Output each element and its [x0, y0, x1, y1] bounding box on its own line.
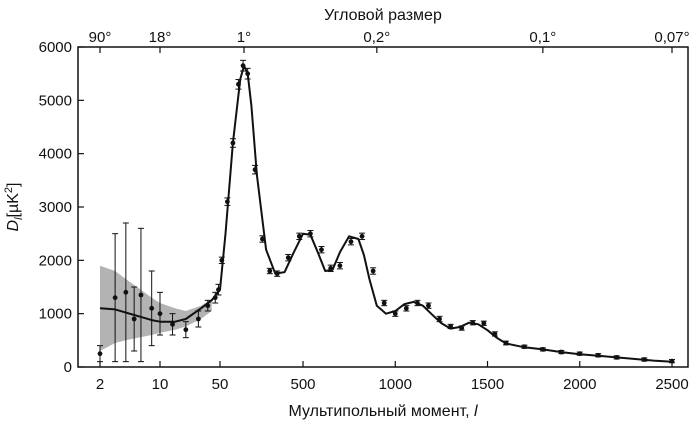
data-point: [558, 349, 564, 355]
y-tick-label: 4000: [39, 146, 72, 163]
top-axis-ticks: 90° 18° 1° 0,2° 0,1° 0,07°: [89, 29, 690, 53]
data-point: [252, 167, 258, 173]
x-tick-label: 1500: [471, 376, 504, 393]
data-point: [448, 324, 454, 329]
y-tick-label: 5000: [39, 92, 72, 109]
x-tick-label: 2: [96, 376, 104, 393]
top-tick-label: 1°: [237, 29, 251, 46]
data-point: [370, 268, 376, 274]
data-point: [641, 357, 647, 362]
data-point: [212, 295, 218, 301]
data-point: [149, 305, 155, 311]
data-point: [170, 321, 175, 327]
data-point: [216, 287, 221, 293]
y-axis-label-superscript: 2: [3, 187, 15, 193]
y-axis-label-unit: [µK: [5, 193, 22, 218]
x-tick-label: 50: [212, 376, 229, 393]
chart-title: Угловой размер: [324, 7, 442, 24]
data-point: [112, 295, 118, 301]
y-tick-label: 0: [64, 359, 72, 376]
x-tick-label: 500: [291, 376, 316, 393]
data-point: [245, 71, 251, 77]
x-axis-label-variable: l: [474, 403, 478, 420]
data-point: [183, 327, 189, 333]
data-point: [260, 236, 265, 242]
data-point: [470, 320, 476, 326]
y-tick-label: 1000: [39, 306, 72, 323]
x-axis-label-text: Мультипольный момент,: [288, 403, 474, 420]
y-axis-label: Dl[µK2]: [3, 183, 25, 232]
x-tick-label: 2000: [563, 376, 596, 393]
data-point: [138, 292, 144, 298]
y-axis-label-symbol: D: [5, 219, 22, 231]
data-point: [230, 140, 236, 146]
x-tick-label: 2500: [655, 376, 688, 393]
data-point: [267, 268, 273, 274]
data-point: [131, 316, 137, 322]
y-axis-ticks: 0 1000 2000 3000 4000 5000 6000: [39, 39, 84, 376]
y-tick-label: 6000: [39, 39, 72, 56]
data-point: [296, 233, 302, 239]
data-point: [195, 316, 201, 322]
data-point: [224, 199, 230, 205]
measurement-points-layer: [97, 59, 675, 364]
data-point: [614, 355, 620, 360]
x-axis-label: Мультипольный момент, l: [288, 403, 478, 420]
data-point: [415, 300, 420, 306]
data-point: [595, 352, 601, 358]
data-point: [522, 344, 527, 350]
data-point: [236, 81, 241, 87]
data-point: [381, 300, 387, 306]
data-point: [540, 347, 546, 352]
data-point: [157, 311, 163, 317]
data-point: [403, 305, 409, 311]
top-tick-label: 0,07°: [654, 29, 689, 46]
data-point: [392, 311, 398, 317]
data-point: [205, 303, 211, 309]
data-point: [328, 265, 334, 271]
top-tick-label: 90°: [89, 29, 112, 46]
top-tick-label: 0,1°: [529, 29, 556, 46]
variance-band: [100, 265, 212, 351]
data-point: [337, 263, 343, 269]
y-axis-label-subscript: l: [13, 217, 25, 220]
y-tick-label: 3000: [39, 199, 72, 216]
data-point: [97, 351, 103, 357]
top-tick-label: 0,2°: [363, 29, 390, 46]
data-point: [577, 351, 583, 357]
top-tick-label: 18°: [149, 29, 172, 46]
data-point: [481, 320, 487, 326]
data-point: [426, 303, 431, 309]
x-axis-ticks: 2 10 50 500 1000 1500 2000 2500: [96, 361, 689, 393]
data-point: [240, 63, 246, 69]
x-tick-label: 10: [152, 376, 169, 393]
data-point: [492, 331, 498, 337]
data-point: [348, 239, 354, 245]
x-tick-label: 1000: [379, 376, 412, 393]
data-point: [285, 255, 291, 261]
data-point: [219, 257, 225, 263]
variance-band-layer: [100, 265, 212, 351]
data-point: [274, 271, 280, 277]
y-tick-label: 2000: [39, 252, 72, 269]
data-point: [308, 231, 313, 237]
y-axis-label-close: ]: [5, 183, 22, 187]
data-point: [123, 289, 129, 295]
data-point: [319, 247, 324, 253]
data-point: [503, 340, 509, 346]
data-point: [437, 316, 442, 322]
data-point: [459, 325, 465, 331]
data-point: [359, 233, 365, 239]
